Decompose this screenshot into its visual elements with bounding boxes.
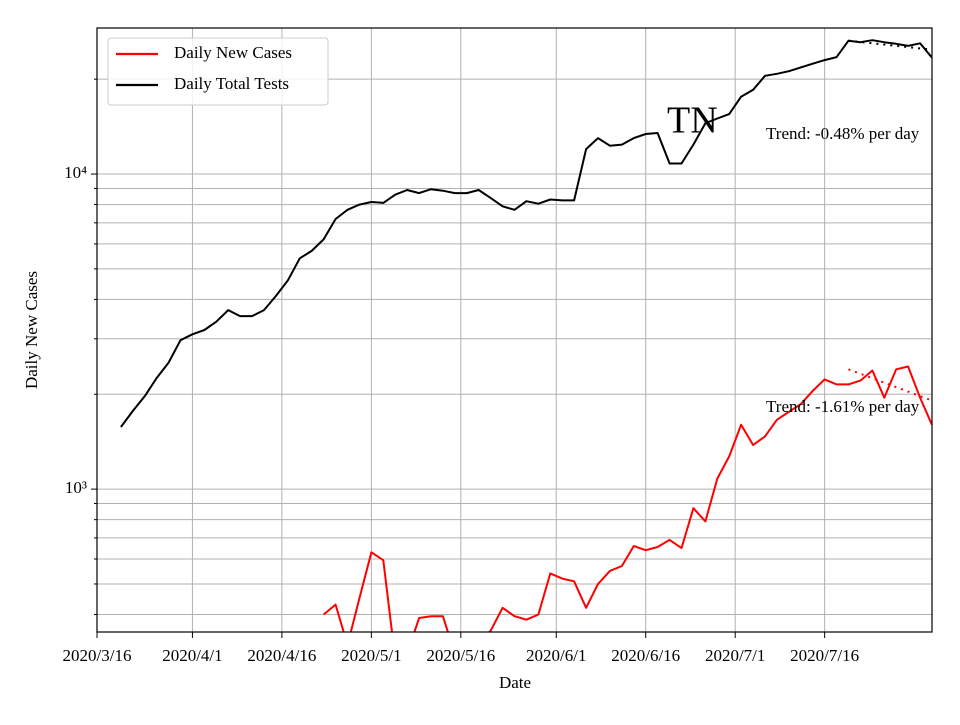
- y-tick-label: 10⁴: [64, 163, 87, 182]
- axes-frame: [96, 27, 933, 633]
- x-tick-label: 2020/6/16: [611, 646, 680, 665]
- y-tick-label: 10³: [65, 478, 87, 497]
- annotation: Trend: -1.61% per day: [766, 397, 920, 416]
- series-line: [322, 365, 932, 632]
- x-tick-label: 2020/6/1: [526, 646, 586, 665]
- x-tick-label: 2020/7/1: [705, 646, 765, 665]
- legend-label: Daily New Cases: [174, 43, 292, 62]
- chart-title: TN: [667, 100, 718, 142]
- series-line: [120, 39, 932, 428]
- legend-label: Daily Total Tests: [174, 74, 289, 93]
- x-tick-label: 2020/5/1: [341, 646, 401, 665]
- trend-line: [848, 368, 932, 402]
- annotation: Trend: -0.48% per day: [766, 124, 920, 143]
- x-tick-label: 2020/4/16: [247, 646, 316, 665]
- x-tick-label: 2020/7/16: [790, 646, 859, 665]
- plot-area: [120, 39, 932, 632]
- y-axis-label: Daily New Cases: [22, 271, 41, 389]
- x-tick-label: 2020/4/1: [162, 646, 222, 665]
- x-tick-label: 2020/3/16: [63, 646, 132, 665]
- x-axis-label: Date: [499, 673, 531, 692]
- x-tick-label: 2020/5/16: [426, 646, 495, 665]
- legend: Daily New Cases Daily Total Tests: [107, 37, 329, 106]
- legend-box: [107, 37, 329, 106]
